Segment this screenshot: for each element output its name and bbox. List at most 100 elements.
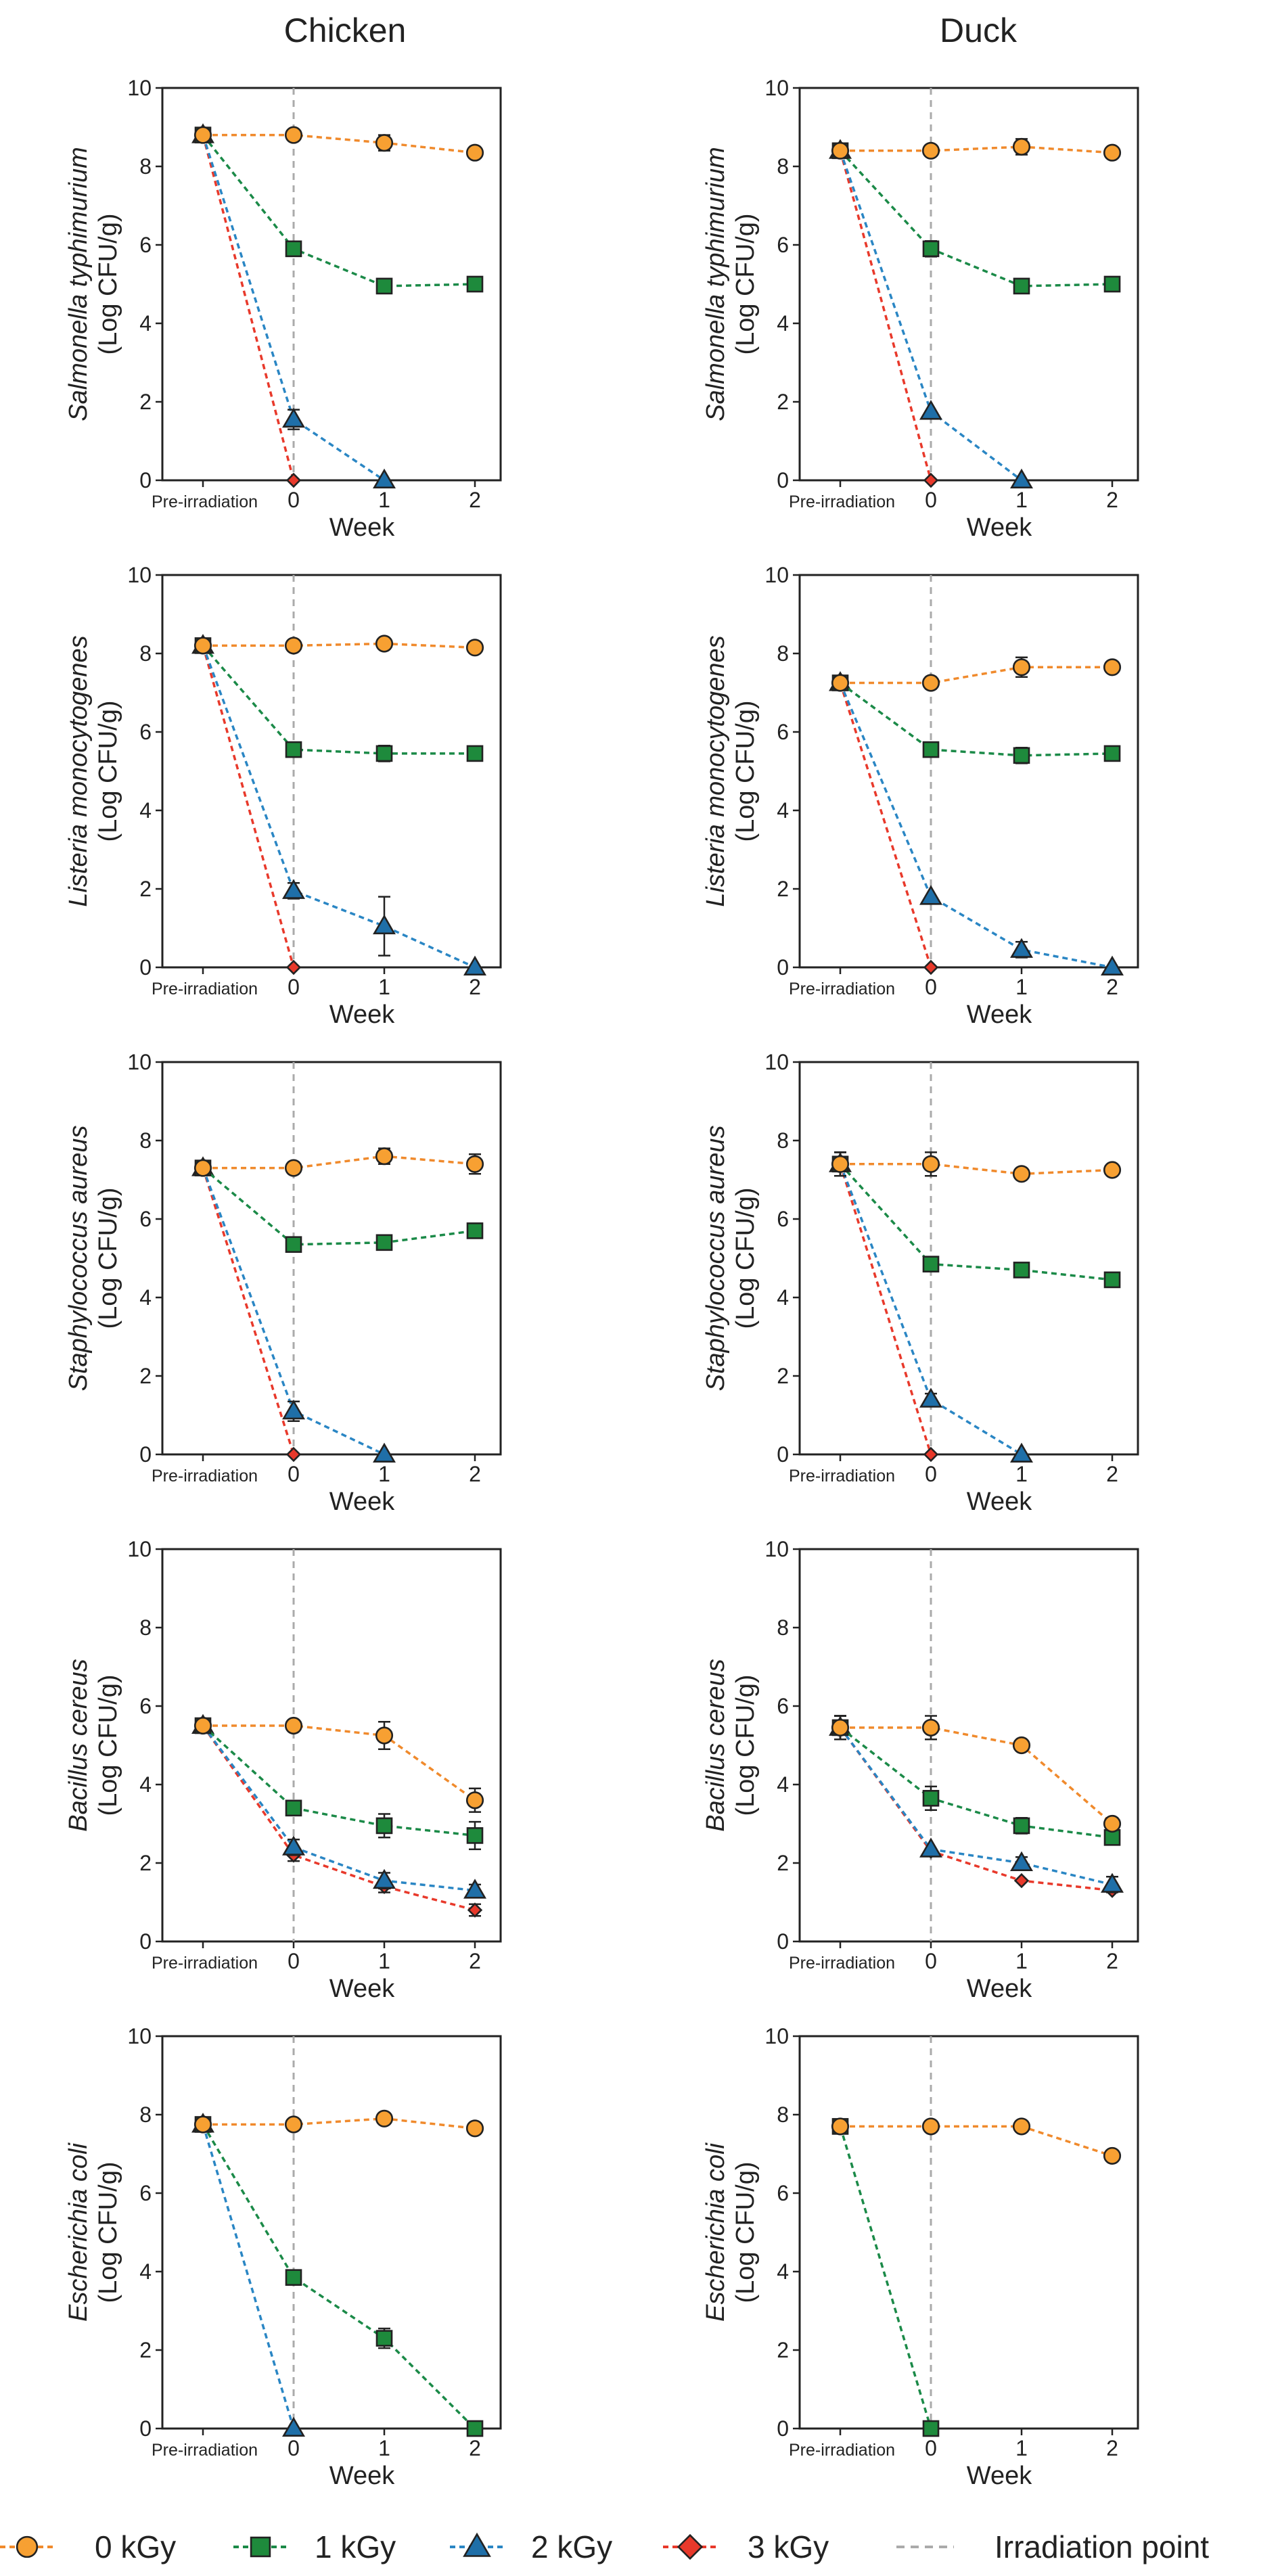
y-tick-label: 8 bbox=[139, 1615, 152, 1640]
series-3-kgy bbox=[832, 143, 939, 488]
series-0-kgy bbox=[193, 2109, 484, 2138]
column-title-duck: Duck bbox=[940, 12, 1018, 49]
x-tick-label: 0 bbox=[925, 488, 937, 512]
x-tick-label: Pre-irradiation bbox=[152, 2441, 258, 2460]
data-point-diamond bbox=[923, 1446, 939, 1463]
data-point-circle bbox=[375, 1147, 394, 1166]
series-line bbox=[839, 1726, 1113, 1892]
series-line bbox=[203, 1155, 476, 1170]
data-point-circle bbox=[921, 1155, 940, 1173]
y-axis-label-unit: (Log CFU/g) bbox=[94, 213, 122, 354]
legend-item-0-kgy: 0 kGy bbox=[0, 2529, 176, 2564]
y-tick-label: 4 bbox=[777, 1285, 789, 1310]
data-point-square bbox=[922, 741, 940, 758]
y-tick-label: 4 bbox=[777, 798, 789, 823]
x-tick-label: 0 bbox=[288, 2436, 300, 2460]
x-tick-label: 0 bbox=[288, 1949, 300, 1973]
series-2-kgy bbox=[191, 1714, 486, 1899]
y-axis-label-unit: (Log CFU/g) bbox=[731, 213, 760, 354]
data-point-diamond bbox=[285, 959, 302, 975]
data-point-triangle bbox=[919, 1837, 942, 1858]
plot-frame bbox=[798, 87, 1139, 482]
data-point-square bbox=[1103, 745, 1121, 762]
y-tick-label: 10 bbox=[127, 76, 152, 100]
y-tick-label: 6 bbox=[777, 1207, 789, 1231]
data-point-circle bbox=[193, 1159, 212, 1177]
plot-frame bbox=[798, 1548, 1139, 1943]
data-point-square bbox=[375, 2330, 393, 2347]
y-tick-label: 0 bbox=[139, 468, 152, 492]
y-tick-label: 4 bbox=[139, 1285, 152, 1310]
y-axis-label-unit: (Log CFU/g) bbox=[94, 700, 122, 842]
y-tick-label: 6 bbox=[139, 1207, 152, 1231]
series-line bbox=[202, 2123, 476, 2430]
series-1-kgy bbox=[831, 674, 1121, 764]
y-tick-label: 2 bbox=[139, 2338, 152, 2362]
x-tick-label: 1 bbox=[1015, 488, 1028, 512]
x-axis-label: Week bbox=[967, 1001, 1032, 1029]
data-point-circle bbox=[921, 2117, 940, 2136]
x-axis-label: Week bbox=[329, 513, 395, 542]
y-tick-label: 2 bbox=[777, 877, 789, 901]
data-point-triangle bbox=[373, 1868, 396, 1889]
data-point-triangle bbox=[282, 1399, 305, 1420]
x-tick-label: 1 bbox=[378, 1949, 390, 1973]
series-line bbox=[839, 682, 1113, 969]
y-tick-label: 10 bbox=[127, 1050, 152, 1074]
y-tick-label: 8 bbox=[139, 154, 152, 179]
data-point-circle bbox=[831, 2117, 850, 2136]
y-tick-label: 6 bbox=[139, 1694, 152, 1718]
data-point-circle bbox=[1103, 143, 1122, 162]
data-point-square bbox=[375, 745, 393, 762]
data-point-square bbox=[922, 240, 940, 258]
data-point-square bbox=[466, 275, 484, 293]
series-line bbox=[839, 2125, 932, 2429]
x-axis-label: Week bbox=[329, 1001, 395, 1029]
y-axis-label-organism: Escherichia coli bbox=[64, 2142, 93, 2322]
y-axis-label-organism: Salmonella typhimurium bbox=[64, 147, 93, 421]
data-point-triangle bbox=[373, 914, 396, 935]
y-tick-label: 10 bbox=[764, 2024, 789, 2048]
data-point-circle bbox=[1012, 137, 1031, 156]
data-point-circle bbox=[831, 1718, 850, 1736]
series-line bbox=[202, 1724, 476, 1837]
series-line bbox=[202, 1724, 476, 1912]
data-point-triangle bbox=[373, 1442, 396, 1463]
legend-label: 1 kGy bbox=[315, 2529, 396, 2564]
y-axis-label-unit: (Log CFU/g) bbox=[731, 1674, 760, 1816]
data-point-circle bbox=[1012, 658, 1031, 676]
data-point-circle bbox=[284, 1716, 303, 1735]
data-point-square bbox=[466, 745, 484, 762]
series-line bbox=[202, 1168, 295, 1455]
y-tick-label: 8 bbox=[777, 1128, 789, 1153]
y-tick-label: 8 bbox=[139, 1128, 152, 1153]
series-line bbox=[840, 145, 1113, 154]
plot-frame bbox=[161, 1548, 502, 1943]
y-tick-label: 6 bbox=[139, 720, 152, 744]
x-tick-label: 1 bbox=[1015, 1462, 1028, 1486]
x-tick-label: 0 bbox=[288, 1462, 300, 1486]
series-1-kgy bbox=[194, 127, 484, 295]
data-point-triangle bbox=[1010, 1442, 1033, 1463]
column-title-chicken: Chicken bbox=[284, 12, 407, 49]
series-line bbox=[202, 645, 476, 969]
series-3-kgy bbox=[195, 638, 302, 975]
data-point-square bbox=[1013, 1262, 1030, 1279]
series-line bbox=[202, 1724, 476, 1892]
x-tick-label: 0 bbox=[925, 1949, 937, 1973]
data-point-circle bbox=[193, 637, 212, 655]
y-tick-label: 8 bbox=[777, 154, 789, 179]
data-point-circle bbox=[465, 639, 484, 657]
data-point-circle bbox=[1012, 1165, 1031, 1183]
series-2-kgy bbox=[829, 671, 1124, 975]
data-point-circle bbox=[284, 1159, 303, 1177]
data-point-square bbox=[466, 2420, 484, 2437]
x-tick-label: 2 bbox=[469, 488, 481, 512]
y-tick-label: 4 bbox=[139, 311, 152, 336]
y-axis-label-unit: (Log CFU/g) bbox=[731, 2161, 760, 2303]
